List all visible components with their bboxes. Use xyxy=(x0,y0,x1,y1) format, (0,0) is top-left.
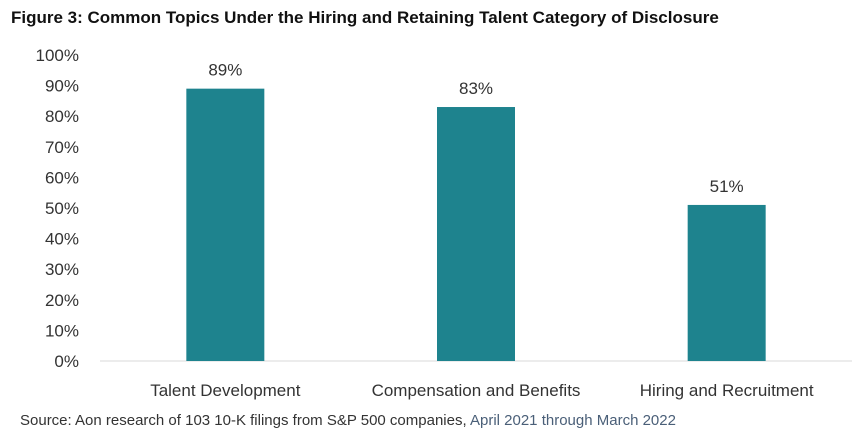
x-category-label: Compensation and Benefits xyxy=(372,381,581,400)
y-tick-label: 20% xyxy=(45,291,79,310)
y-tick-label: 40% xyxy=(45,230,79,249)
source-note: Source: Aon research of 103 10-K filings… xyxy=(20,412,676,429)
y-tick-label: 70% xyxy=(45,138,79,157)
data-label: 89% xyxy=(208,61,242,80)
x-category-label: Hiring and Recruitment xyxy=(640,381,814,400)
data-label: 51% xyxy=(710,177,744,196)
y-tick-label: 90% xyxy=(45,77,79,96)
y-tick-label: 100% xyxy=(36,46,79,65)
chart-title: Figure 3: Common Topics Under the Hiring… xyxy=(11,8,719,27)
y-tick-label: 80% xyxy=(45,107,79,126)
source-text: Source: Aon research of 103 10-K filings… xyxy=(20,412,467,429)
source-date-range: April 2021 through March 2022 xyxy=(466,412,676,429)
bar xyxy=(186,88,265,361)
y-tick-label: 50% xyxy=(45,199,79,218)
bar xyxy=(687,204,766,361)
y-tick-label: 10% xyxy=(45,321,79,340)
y-tick-label: 30% xyxy=(45,260,79,279)
data-label: 83% xyxy=(459,79,493,98)
x-category-label: Talent Development xyxy=(150,381,301,400)
bar xyxy=(437,107,515,362)
y-tick-label: 60% xyxy=(45,168,79,187)
y-tick-label: 0% xyxy=(54,352,79,371)
